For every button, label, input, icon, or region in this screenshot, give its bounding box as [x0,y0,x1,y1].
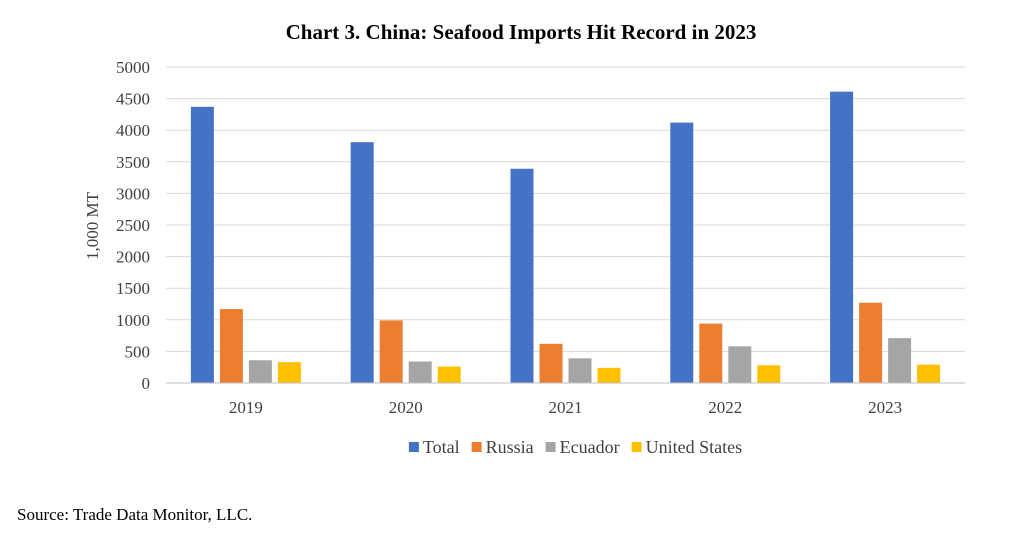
x-tick-label: 2021 [549,398,583,417]
y-axis-title: 1,000 MT [83,191,102,260]
bar-total-2022 [670,122,694,383]
legend-swatch [545,442,556,452]
bar-ecuador-2020 [408,361,432,383]
y-axis-ticks: 0 500 1000 1500 2000 2500 3000 3500 4000 4500 5000 [116,58,150,393]
y-tick-label: 4000 [116,121,150,140]
x-tick-label: 2020 [389,398,423,417]
bar-united-states-2022 [757,365,781,383]
bar-united-states-2023 [917,364,941,383]
source-note: Source: Trade Data Monitor, LLC. [17,505,253,524]
bar-ecuador-2021 [568,358,592,383]
bar-ecuador-2023 [888,338,912,383]
legend-label: Ecuador [560,437,620,457]
x-axis-ticks: 2019 2020 2021 2022 2023 [229,398,902,417]
bar-united-states-2019 [277,362,301,383]
bar-total-2021 [510,168,534,383]
legend-label: Total [423,437,460,457]
bar-russia-2021 [539,343,563,383]
bar-total-2020 [350,142,374,383]
y-tick-label: 1000 [116,311,150,330]
y-tick-label: 3000 [116,184,150,203]
y-tick-label: 1500 [116,279,150,298]
y-tick-label: 4500 [116,90,150,109]
legend-swatch [408,442,419,452]
y-tick-label: 0 [142,374,151,393]
bar-russia-2019 [219,309,243,383]
bar-russia-2020 [379,320,403,383]
legend: Total Russia Ecuador United States [408,437,743,457]
y-tick-label: 500 [125,342,151,361]
bar-united-states-2021 [597,367,621,383]
bar-total-2023 [830,91,854,383]
x-tick-label: 2023 [868,398,902,417]
y-tick-label: 5000 [116,58,150,77]
bar-total-2019 [190,106,214,383]
bar-ecuador-2022 [728,346,752,383]
y-tick-label: 3500 [116,153,150,172]
bar-russia-2022 [699,323,723,383]
y-tick-label: 2000 [116,248,150,267]
legend-swatch [631,442,642,452]
legend-swatch [471,442,482,452]
legend-label: United States [646,437,743,457]
bar-ecuador-2019 [248,360,272,383]
x-tick-label: 2019 [229,398,263,417]
chart-title: Chart 3. China: Seafood Imports Hit Reco… [286,20,757,44]
bar-united-states-2020 [437,366,461,383]
y-tick-label: 2500 [116,216,150,235]
x-tick-label: 2022 [708,398,742,417]
bars [190,91,941,383]
gridlines [166,66,965,352]
bar-russia-2023 [859,302,883,383]
legend-label: Russia [486,437,534,457]
